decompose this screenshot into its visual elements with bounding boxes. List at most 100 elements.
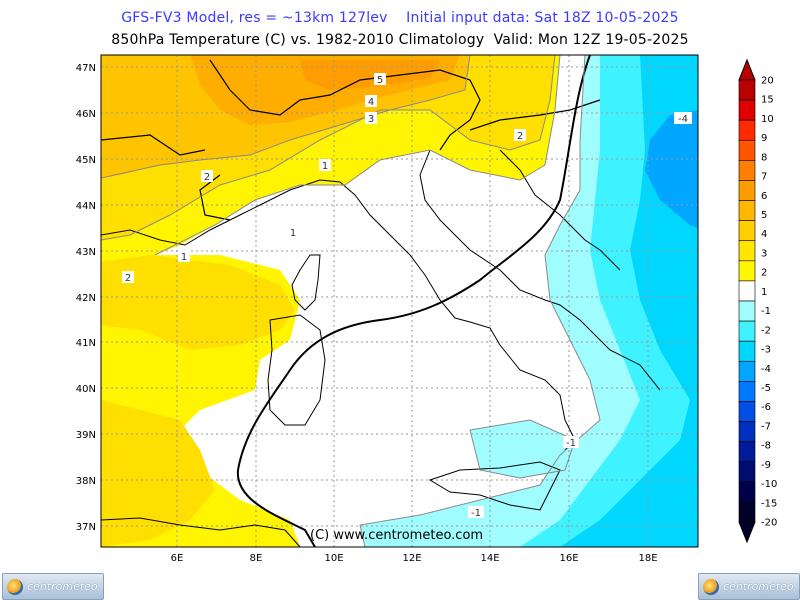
contour-label: 2	[514, 129, 526, 142]
colorbar-swatch	[738, 461, 756, 483]
lat-label: 38N	[76, 476, 96, 487]
colorbar-swatch	[738, 300, 756, 322]
colorbar-label: 6	[761, 191, 767, 202]
colorbar-swatch	[738, 99, 756, 121]
colorbar-label: 8	[761, 152, 767, 163]
lon-label: 16E	[559, 553, 578, 564]
lat-label: 46N	[76, 109, 96, 120]
contour-labels: 5 4 3 2 2 1 1 1 2 -1 -1 -4	[122, 73, 692, 519]
colorbar-label: -3	[761, 345, 771, 356]
colorbar-label: -10	[761, 479, 777, 490]
colorbar-label: -7	[761, 421, 771, 432]
colorbar-label: -5	[761, 383, 771, 394]
contour-label: -1	[468, 506, 484, 519]
svg-text:3: 3	[368, 114, 374, 125]
colorbar-label: 10	[761, 114, 774, 125]
lat-label: 44N	[76, 201, 96, 212]
contour-label: 1	[178, 250, 190, 263]
colorbar-swatch	[738, 280, 756, 302]
lon-label: 6E	[171, 553, 184, 564]
lat-label: 42N	[76, 293, 96, 304]
contour-label: 2	[201, 170, 213, 183]
lat-label: 45N	[76, 155, 96, 166]
colorbar-swatch	[738, 220, 756, 242]
colorbar-label: 9	[761, 133, 767, 144]
chart-title: 850hPa Temperature (C) vs. 1982-2010 Cli…	[111, 32, 689, 48]
copyright-text: (C) www.centrometeo.com	[310, 528, 483, 543]
anomaly-area-plus5	[300, 60, 440, 90]
colorbar-label: -8	[761, 441, 771, 452]
svg-text:2: 2	[517, 131, 523, 142]
colorbar-swatch	[738, 421, 756, 442]
map-frame	[100, 54, 699, 548]
colorbar-label: 4	[761, 229, 767, 240]
colorbar-swatch	[738, 401, 756, 422]
svg-text:2: 2	[204, 172, 210, 183]
svg-text:4: 4	[368, 97, 374, 108]
svg-text:1: 1	[181, 252, 187, 263]
colorbar-label: -20	[761, 518, 777, 529]
latitude-labels: 47N 46N 45N 44N 43N 42N 41N 40N 39N 38N …	[76, 63, 96, 533]
centrometeo-logo-left: centrometeo	[2, 573, 104, 600]
colorbar-swatch	[738, 139, 756, 161]
globe-icon	[7, 578, 23, 595]
colorbar-swatch	[738, 481, 756, 503]
colorbar-label: -15	[761, 498, 777, 509]
lat-label: 37N	[76, 522, 96, 533]
colorbar-swatch	[738, 381, 756, 402]
colorbar-label: -4	[761, 364, 771, 375]
colorbar-swatch	[738, 340, 756, 362]
lat-label: 40N	[76, 384, 96, 395]
centrometeo-logo-right: centrometeo	[698, 573, 800, 600]
colorbar-label: 7	[761, 172, 767, 183]
colorbar-label: 3	[761, 248, 767, 259]
colorbar-swatch	[738, 320, 756, 342]
lat-label: 41N	[76, 338, 96, 349]
colorbar-bottom-arrow	[738, 521, 756, 544]
coastlines	[101, 149, 661, 547]
colorbar-label: -6	[761, 402, 771, 413]
svg-text:2: 2	[125, 273, 131, 284]
colorbar-swatch	[738, 119, 756, 141]
lon-label: 12E	[402, 553, 421, 564]
colorbar-swatch	[738, 360, 756, 382]
contour-label: 5	[374, 73, 386, 86]
svg-text:-4: -4	[678, 114, 688, 125]
colorbar-label: 2	[761, 268, 767, 279]
svg-text:-1: -1	[471, 508, 481, 519]
globe-icon	[703, 578, 719, 595]
colorbar-swatch	[738, 160, 756, 181]
lon-label: 18E	[638, 553, 657, 564]
contour-label: -4	[674, 112, 692, 125]
map-plot-area: 5 4 3 2 2 1 1 1 2 -1 -1 -4 (C) www.centr…	[101, 55, 698, 547]
colorbar-label: 5	[761, 210, 767, 221]
contour-label: 1	[287, 226, 299, 239]
lon-label: 14E	[480, 553, 499, 564]
lon-label: 10E	[324, 553, 343, 564]
svg-text:1: 1	[290, 228, 296, 239]
longitude-labels: 6E 8E 10E 12E 14E 16E 18E	[171, 553, 658, 564]
anomaly-area-minus4	[645, 110, 698, 228]
map-graticule	[101, 55, 698, 547]
contour-label: -1	[563, 436, 579, 449]
colorbar-swatch	[738, 180, 756, 201]
colorbar-swatch	[738, 240, 756, 262]
colorbar-swatch	[738, 200, 756, 221]
contour-label: 1	[319, 159, 331, 172]
colorbar-label: 15	[761, 95, 774, 106]
lat-label: 39N	[76, 430, 96, 441]
model-info-title: GFS-FV3 Model, res = ~13km 127lev Initia…	[121, 10, 679, 26]
svg-text:1: 1	[322, 161, 328, 172]
logo-text: centrometeo	[723, 580, 794, 593]
lon-label: 8E	[250, 553, 263, 564]
anomaly-contours	[101, 55, 601, 547]
contour-label: 4	[365, 95, 377, 108]
colorbar-label: -2	[761, 325, 771, 336]
logo-text: centrometeo	[27, 580, 98, 593]
colorbar-swatch	[738, 501, 756, 523]
lat-label: 47N	[76, 63, 96, 74]
colorbar-swatch	[738, 260, 756, 282]
climatology-contour	[236, 55, 591, 547]
colorbar-top-arrow	[738, 58, 756, 81]
